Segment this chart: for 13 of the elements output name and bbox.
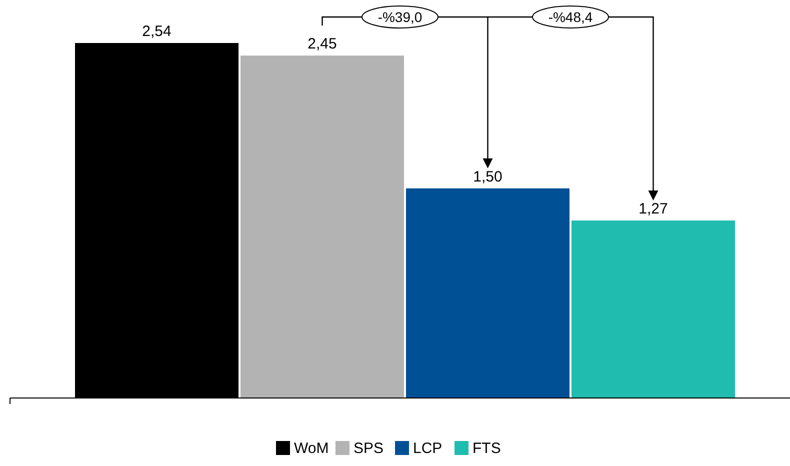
- legend-label: SPS: [354, 440, 384, 457]
- data-label: 1,50: [473, 168, 502, 186]
- data-label: 1,27: [638, 200, 668, 218]
- data-label: 2,45: [308, 36, 337, 53]
- bar: [406, 188, 570, 398]
- bar: [571, 220, 735, 398]
- text: -%39,0: [378, 9, 422, 25]
- text: -%48,4: [548, 9, 593, 25]
- bar: [240, 56, 404, 398]
- legend-label: FTS: [472, 440, 501, 457]
- data-label: 2,54: [142, 23, 172, 40]
- legend-label: WoM: [294, 440, 329, 457]
- legend-label: LCP: [413, 440, 442, 457]
